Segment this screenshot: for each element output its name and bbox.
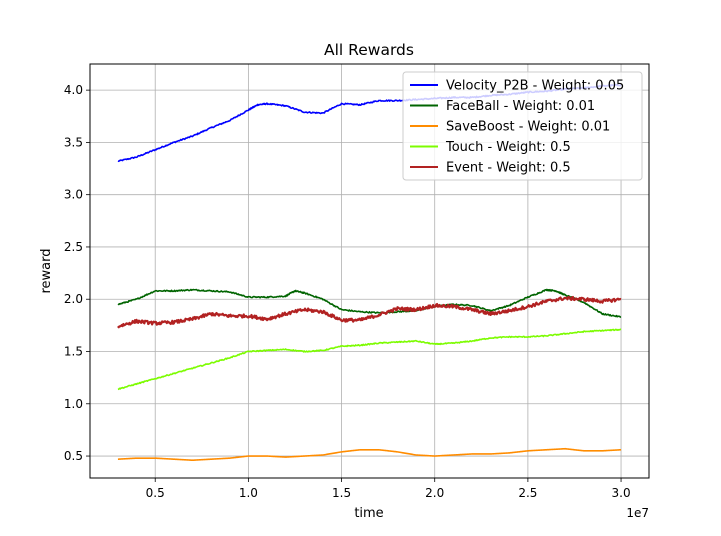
y-tick-label: 0.5 <box>64 449 83 463</box>
x-tick-label: 3.0 <box>612 486 631 500</box>
x-tick-label: 1.0 <box>239 486 258 500</box>
x-tick-label: 1.5 <box>332 486 351 500</box>
x-tick-label: 2.5 <box>518 486 537 500</box>
y-tick-label: 1.5 <box>64 345 83 359</box>
y-axis-label: reward <box>39 248 54 293</box>
x-tick-label: 0.5 <box>146 486 165 500</box>
legend: Velocity_P2B - Weight: 0.05 FaceBall - We… <box>402 71 643 181</box>
y-tick-label: 3.5 <box>64 135 83 149</box>
legend-label-1: FaceBall - Weight: 0.01 <box>446 99 595 114</box>
x-offset-text: 1e7 <box>626 506 649 520</box>
chart-title: All Rewards <box>324 41 414 59</box>
legend-label-4: Event - Weight: 0.5 <box>446 161 571 176</box>
series-line-4 <box>117 295 622 329</box>
y-tick-label: 4.0 <box>64 83 83 97</box>
series-line-3 <box>117 328 622 391</box>
y-tick-label: 2.0 <box>64 292 83 306</box>
legend-label-3: Touch - Weight: 0.5 <box>445 140 571 155</box>
plot-lines <box>117 83 622 462</box>
y-tick-label: 3.0 <box>64 188 83 202</box>
legend-label-0: Velocity_P2B - Weight: 0.05 <box>446 79 624 94</box>
x-axis: 0.5 1.0 1.5 2.0 2.5 3.0 <box>146 478 631 500</box>
y-axis: 0.5 1.0 1.5 2.0 2.5 3.0 3.5 4.0 <box>64 83 90 463</box>
y-tick-label: 2.5 <box>64 240 83 254</box>
x-axis-label: time <box>354 506 383 521</box>
series-line-2 <box>117 447 622 462</box>
legend-box <box>402 71 643 181</box>
y-tick-label: 1.0 <box>64 397 83 411</box>
series-line-1 <box>117 288 622 318</box>
x-tick-label: 2.0 <box>425 486 444 500</box>
legend-label-2: SaveBoost - Weight: 0.01 <box>446 120 610 135</box>
plot-frame <box>89 63 650 479</box>
